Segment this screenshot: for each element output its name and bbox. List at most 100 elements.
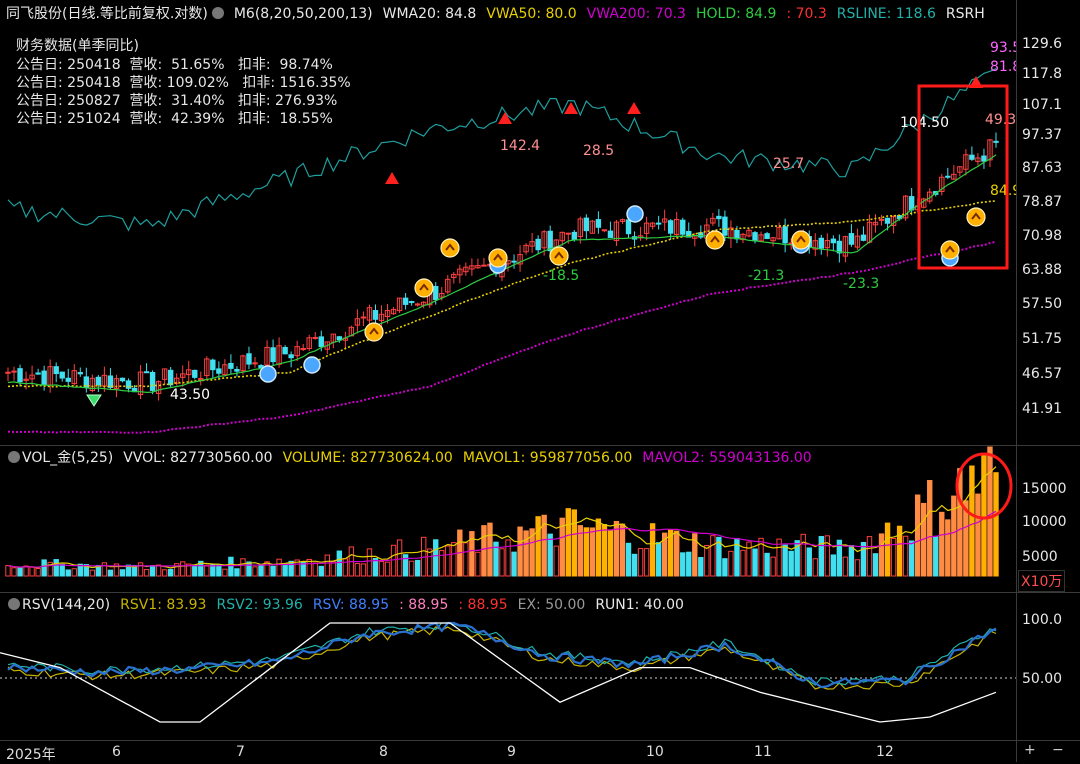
candle-body [511, 260, 517, 263]
volume-bar [396, 539, 403, 577]
collapse-icon[interactable] [8, 451, 20, 463]
volume-bar [222, 568, 228, 577]
volume-bar [505, 539, 511, 577]
volume-bar [59, 563, 65, 577]
rsv-chart[interactable] [0, 593, 1016, 740]
candle-body [571, 231, 577, 240]
candle-body [451, 273, 457, 279]
volume-bar [228, 556, 234, 577]
chevron-up-icon [554, 251, 564, 259]
candle-body [65, 377, 71, 382]
candle-body [433, 285, 439, 301]
volume-bar [204, 564, 210, 577]
chevron-up-icon [493, 253, 503, 261]
volume-bar [119, 569, 126, 577]
candle-body [583, 217, 590, 232]
volume-bar [475, 551, 481, 577]
candle-body [119, 377, 126, 382]
candle-body [589, 220, 596, 234]
rsv-title[interactable]: RSV(144,20) [22, 597, 111, 613]
candle-body [5, 371, 11, 374]
x-tick-label: 9 [507, 744, 516, 760]
candle-body [481, 264, 487, 267]
indicator-value: : 70.3 [786, 6, 827, 22]
candle-body [192, 369, 198, 378]
volume-bar [529, 528, 535, 577]
volume-bar [800, 533, 806, 577]
volume-chart[interactable] [0, 446, 1016, 592]
candle-body [354, 318, 361, 326]
highlight-circle [955, 452, 1013, 520]
indicator-value: RSLINE: 118.6 [836, 6, 936, 22]
volume-bar [439, 550, 445, 577]
candle-body [740, 233, 746, 241]
candle-body [324, 341, 330, 350]
y-tick-label: 46.57 [1022, 366, 1063, 382]
volume-bar [306, 558, 312, 577]
volume-bar [71, 568, 77, 577]
volume-bar [53, 559, 59, 577]
volume-bar [180, 561, 186, 577]
volume-bar [583, 527, 590, 577]
volume-bar [451, 542, 457, 577]
y-tick-label: 78.87 [1022, 194, 1063, 210]
volume-bar [854, 559, 861, 577]
candle-body [53, 366, 59, 375]
financial-row: 公告日: 250418 营收: 51.65% 扣非: 98.74% [16, 57, 333, 73]
collapse-icon[interactable] [8, 598, 20, 610]
volume-bar [77, 563, 83, 577]
signal-gold-coin-icon [488, 248, 508, 268]
candle-body [161, 368, 168, 380]
candle-body [661, 218, 668, 223]
rsv-line [7, 621, 997, 689]
candle-body [908, 196, 915, 211]
volume-bar [939, 511, 945, 577]
candle-body [228, 362, 234, 369]
price-annotation: 104.50 [900, 115, 949, 131]
candle-body [300, 347, 306, 351]
volume-bar [384, 561, 391, 577]
signal-gold-coin-icon [940, 240, 960, 260]
candle-body [35, 372, 41, 375]
candle-body [722, 216, 728, 236]
candle-body [240, 355, 246, 372]
zoom-out-button[interactable]: − [1052, 742, 1064, 758]
volume-title[interactable]: VOL_金(5,25) [22, 450, 114, 466]
y-tick-label: 57.50 [1022, 296, 1063, 312]
signal-gold-coin-icon [440, 238, 460, 258]
volume-bar [47, 561, 53, 577]
volume-bar [692, 533, 698, 577]
price-chart[interactable]: 142.4 28.5 -18.5 25.7 -21.3 -23.3 104.50 43.50 9… [0, 0, 1016, 445]
financial-row: 公告日: 251024 营收: 42.39% 扣非: 18.55% [16, 111, 333, 127]
volume-bar [65, 569, 71, 577]
signal-blue-dot-icon [303, 356, 321, 374]
chevron-up-icon [945, 245, 955, 253]
volume-bar [270, 565, 276, 577]
y-tick-label: 87.63 [1022, 160, 1063, 176]
volume-bar [878, 533, 885, 577]
x-axis-divider [0, 740, 1080, 741]
candle-body [11, 370, 17, 373]
zoom-in-button[interactable]: + [1024, 742, 1036, 758]
candle-body [294, 346, 300, 357]
volume-bar [631, 553, 638, 577]
candle-body [89, 377, 96, 392]
candle-body [210, 359, 216, 371]
candle-body [17, 368, 23, 383]
volume-bar [198, 560, 204, 577]
collapse-icon[interactable] [211, 7, 224, 19]
candle-body [595, 219, 602, 228]
volume-bar [872, 553, 879, 577]
volume-bar [324, 554, 330, 577]
candle-body [234, 368, 240, 372]
stock-title[interactable]: 同飞股份(日线.等比前复权.对数) [6, 6, 208, 22]
candle-body [95, 376, 102, 386]
volume-bar [149, 565, 156, 577]
price-annotation: 28.5 [583, 143, 614, 159]
candle-body [463, 266, 469, 273]
x-tick-label: 11 [754, 744, 772, 760]
vwa50-line [7, 200, 997, 388]
volume-bar [577, 525, 584, 577]
volume-bar [740, 549, 746, 577]
y-tick-label: 107.1 [1022, 97, 1063, 113]
